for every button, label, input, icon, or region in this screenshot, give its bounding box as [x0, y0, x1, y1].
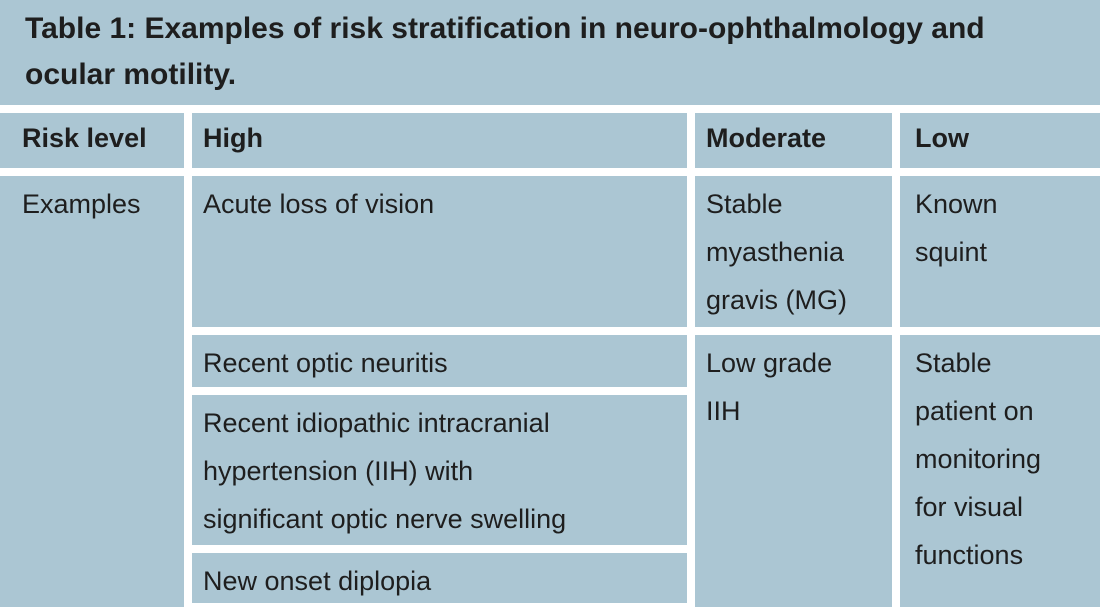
- header-risk-level: Risk level: [0, 113, 184, 168]
- row-label-examples: Examples: [0, 176, 184, 607]
- header-moderate: Moderate: [695, 113, 892, 168]
- cell-moderate-low-grade-iih: Low grade IIH: [695, 335, 892, 607]
- cell-high-recent-iih: Recent idiopathic intracranial hypertens…: [192, 395, 687, 545]
- cell-high-new-onset-diplopia: New onset diplopia: [192, 553, 687, 607]
- header-high: High: [192, 113, 687, 168]
- cell-high-recent-optic-neuritis: Recent optic neuritis: [192, 335, 687, 387]
- header-low: Low: [900, 113, 1100, 168]
- cell-high-acute-loss-of-vision: Acute loss of vision: [192, 176, 687, 327]
- cell-low-stable-patient-monitoring: Stable patient on monitoring for visual …: [900, 335, 1100, 607]
- cell-low-known-squint: Known squint: [900, 176, 1100, 327]
- cell-moderate-stable-mg: Stable myasthenia gravis (MG): [695, 176, 892, 327]
- risk-table: Risk level High Moderate Low Examples Ac…: [0, 113, 1100, 607]
- table-title: Table 1: Examples of risk stratification…: [0, 0, 1100, 105]
